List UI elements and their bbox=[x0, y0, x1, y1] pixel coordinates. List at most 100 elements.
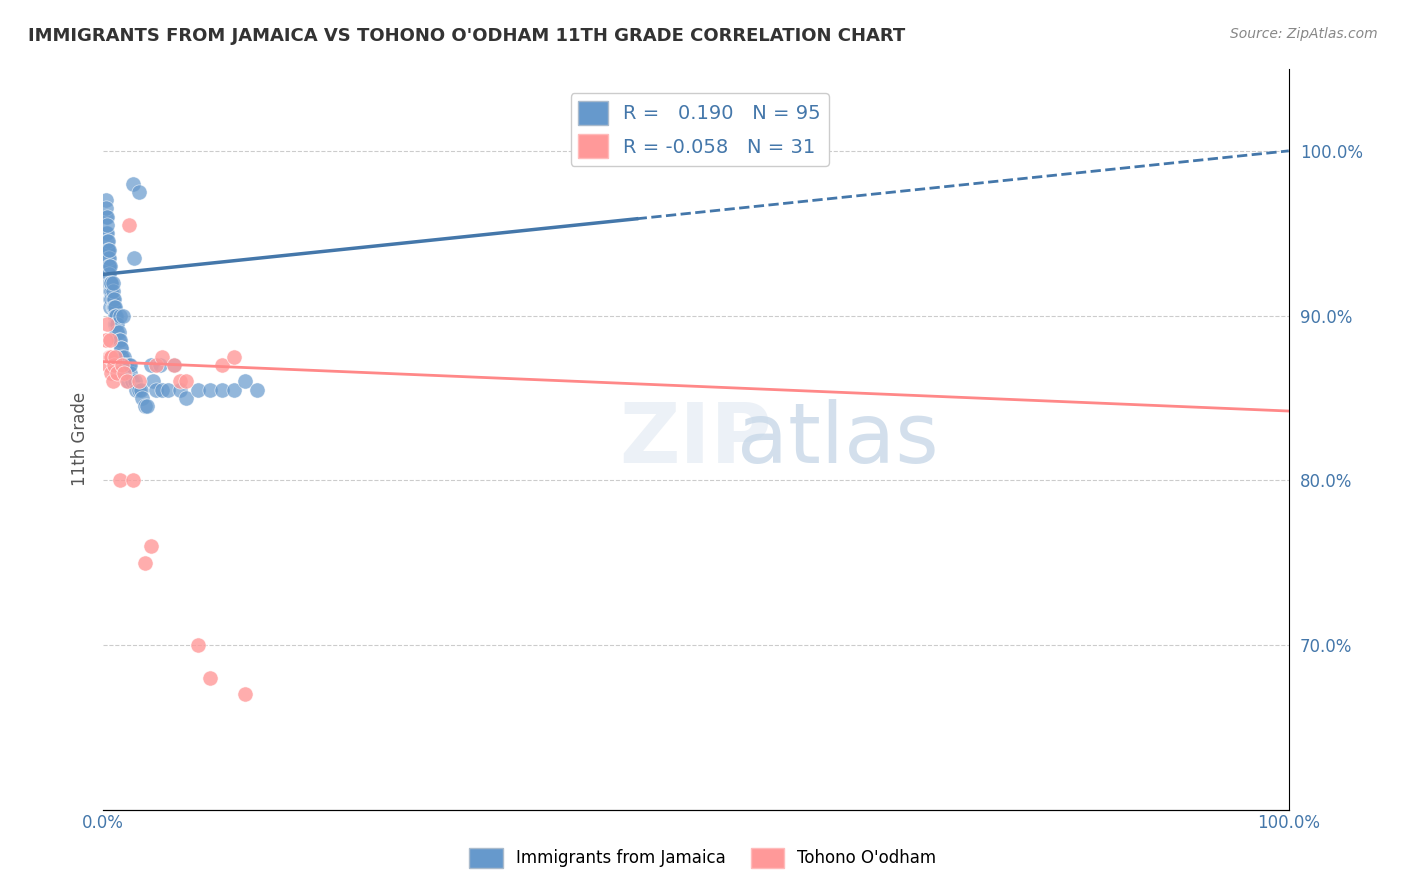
Point bbox=[100, 276, 122, 290]
Point bbox=[98, 276, 121, 290]
Point bbox=[211, 383, 233, 397]
Point bbox=[103, 292, 125, 306]
Point bbox=[98, 243, 121, 257]
Point bbox=[97, 235, 120, 249]
Point bbox=[145, 358, 167, 372]
Text: ZIP: ZIP bbox=[620, 399, 772, 480]
Point bbox=[163, 358, 186, 372]
Point bbox=[169, 383, 191, 397]
Point bbox=[96, 235, 118, 249]
Point bbox=[94, 226, 117, 240]
Point bbox=[101, 375, 124, 389]
Point bbox=[100, 366, 122, 380]
Point bbox=[98, 350, 121, 364]
Point bbox=[128, 185, 150, 199]
Point bbox=[98, 292, 121, 306]
Legend: Immigrants from Jamaica, Tohono O'odham: Immigrants from Jamaica, Tohono O'odham bbox=[463, 841, 943, 875]
Point bbox=[114, 366, 136, 380]
Point bbox=[163, 358, 186, 372]
Point bbox=[118, 218, 141, 232]
Point bbox=[125, 383, 148, 397]
Point bbox=[111, 350, 134, 364]
Point bbox=[222, 383, 245, 397]
Point bbox=[157, 383, 180, 397]
Point bbox=[198, 671, 221, 685]
Point bbox=[104, 309, 127, 323]
Text: Source: ZipAtlas.com: Source: ZipAtlas.com bbox=[1230, 27, 1378, 41]
Point bbox=[96, 243, 118, 257]
Point bbox=[121, 473, 143, 487]
Point bbox=[105, 317, 128, 331]
Point bbox=[114, 350, 136, 364]
Legend: R =   0.190   N = 95, R = -0.058   N = 31: R = 0.190 N = 95, R = -0.058 N = 31 bbox=[571, 93, 828, 166]
Point bbox=[121, 177, 143, 191]
Point bbox=[187, 638, 209, 652]
Point bbox=[121, 375, 143, 389]
Point bbox=[187, 383, 209, 397]
Point bbox=[134, 556, 156, 570]
Point bbox=[122, 251, 145, 265]
Point bbox=[97, 243, 120, 257]
Point bbox=[98, 268, 121, 282]
Point bbox=[114, 358, 136, 372]
Point bbox=[97, 276, 120, 290]
Point bbox=[114, 358, 136, 372]
Point bbox=[169, 375, 191, 389]
Point bbox=[128, 375, 150, 389]
Y-axis label: 11th Grade: 11th Grade bbox=[72, 392, 89, 486]
Point bbox=[96, 226, 118, 240]
Point bbox=[110, 350, 132, 364]
Point bbox=[97, 268, 120, 282]
Point bbox=[96, 218, 118, 232]
Point bbox=[104, 317, 127, 331]
Point bbox=[174, 375, 197, 389]
Point bbox=[98, 333, 121, 347]
Point bbox=[235, 687, 257, 701]
Point bbox=[111, 358, 134, 372]
Point bbox=[98, 251, 121, 265]
Point bbox=[149, 358, 172, 372]
Point bbox=[100, 350, 122, 364]
Point bbox=[108, 473, 131, 487]
Point bbox=[104, 309, 127, 323]
Point bbox=[120, 358, 142, 372]
Point bbox=[97, 259, 120, 273]
Point bbox=[152, 350, 174, 364]
Point bbox=[110, 342, 132, 356]
Point bbox=[105, 366, 128, 380]
Point bbox=[104, 300, 127, 314]
Point bbox=[115, 375, 138, 389]
Point bbox=[103, 358, 125, 372]
Point bbox=[136, 399, 159, 413]
Point bbox=[96, 210, 118, 224]
Point bbox=[107, 333, 129, 347]
Point bbox=[105, 317, 128, 331]
Point bbox=[104, 350, 127, 364]
Point bbox=[101, 300, 124, 314]
Point bbox=[118, 358, 141, 372]
Point bbox=[105, 317, 128, 331]
Point bbox=[96, 317, 118, 331]
Point bbox=[115, 366, 138, 380]
Point bbox=[211, 358, 233, 372]
Text: IMMIGRANTS FROM JAMAICA VS TOHONO O'ODHAM 11TH GRADE CORRELATION CHART: IMMIGRANTS FROM JAMAICA VS TOHONO O'ODHA… bbox=[28, 27, 905, 45]
Point bbox=[101, 292, 124, 306]
Point bbox=[104, 317, 127, 331]
Point bbox=[128, 383, 150, 397]
Point bbox=[98, 259, 121, 273]
Point bbox=[145, 383, 167, 397]
Point bbox=[139, 539, 162, 553]
Point bbox=[97, 243, 120, 257]
Point bbox=[97, 259, 120, 273]
Point bbox=[134, 399, 156, 413]
Point bbox=[108, 333, 131, 347]
Point bbox=[98, 350, 121, 364]
Point bbox=[98, 276, 121, 290]
Point bbox=[100, 284, 122, 298]
Point bbox=[94, 210, 117, 224]
Point bbox=[97, 251, 120, 265]
Point bbox=[131, 391, 153, 405]
Point bbox=[139, 358, 162, 372]
Point bbox=[101, 276, 124, 290]
Point bbox=[124, 375, 146, 389]
